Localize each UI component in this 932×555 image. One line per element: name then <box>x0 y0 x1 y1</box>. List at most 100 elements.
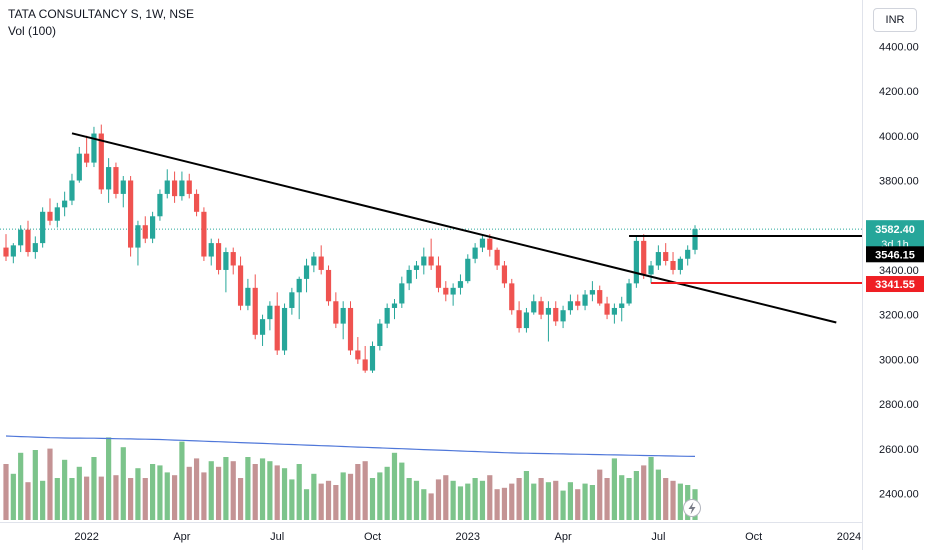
volume-bar <box>413 480 420 520</box>
symbol-title[interactable]: TATA CONSULTANCY S, 1W, NSE <box>8 7 195 21</box>
candle-body <box>325 269 332 302</box>
candle-body <box>157 193 163 217</box>
candle-body <box>472 247 478 259</box>
volume-bar <box>135 468 141 520</box>
resistance-price-label: 3546.15 <box>875 249 915 261</box>
volume-bar <box>428 493 434 520</box>
volume-bar <box>406 478 412 520</box>
volume-bar <box>318 483 324 520</box>
candle-body <box>193 193 200 212</box>
volume-bar <box>69 478 75 520</box>
y-tick-label: 2400.00 <box>879 489 919 501</box>
candle-body <box>560 310 566 322</box>
candle-body <box>545 307 552 315</box>
currency-button[interactable]: INR <box>873 8 917 32</box>
candle-body <box>516 310 522 329</box>
volume-bar <box>523 471 530 520</box>
candle-body <box>648 265 654 275</box>
volume-bar <box>215 466 222 520</box>
volume-bar <box>465 483 471 520</box>
candle-body <box>128 180 134 248</box>
candle-body <box>230 252 236 266</box>
candle-body <box>171 180 178 197</box>
candle-body <box>501 265 508 284</box>
volume-bar <box>340 472 346 520</box>
last-price-label: 3582.40 <box>875 224 915 236</box>
volume-bar <box>626 478 632 520</box>
candle-body <box>604 303 610 315</box>
volume-bar <box>84 476 90 520</box>
candle-body <box>32 243 38 253</box>
candle-body <box>663 252 669 261</box>
volume-bar <box>472 478 478 520</box>
candle-body <box>84 153 90 163</box>
candle-body <box>106 167 112 190</box>
candle-body <box>274 305 280 351</box>
volume-bar <box>369 478 376 520</box>
candle-body <box>597 290 603 304</box>
candle-body <box>333 301 339 324</box>
downtrend-line <box>71 132 837 324</box>
volume-bar <box>223 457 229 520</box>
volume-bar <box>164 472 170 520</box>
candle-body <box>311 256 317 266</box>
candle-body <box>267 305 273 320</box>
candle-body <box>237 265 244 306</box>
candle-body <box>582 294 588 306</box>
volume-bar <box>399 462 405 520</box>
volume-bar <box>677 483 683 520</box>
candle-body <box>281 307 288 351</box>
candle-body <box>406 269 412 284</box>
candle-body <box>377 323 383 346</box>
candle-body <box>289 292 295 308</box>
volume-bar <box>98 476 104 520</box>
candle-body <box>692 229 698 250</box>
candle-body <box>553 307 559 322</box>
y-tick-label: 3000.00 <box>879 354 919 366</box>
volume-bar <box>47 448 53 520</box>
volume-bar <box>553 480 559 520</box>
candle-body <box>62 200 68 208</box>
volume-bars <box>3 437 698 520</box>
candle-body <box>619 303 625 308</box>
candle-body <box>142 225 148 239</box>
x-tick-label: Jul <box>651 531 665 543</box>
candle-body <box>589 290 595 295</box>
volume-bar <box>582 483 588 520</box>
volume-bar <box>274 465 280 520</box>
candle-body <box>340 307 346 324</box>
candle-body <box>450 287 456 295</box>
candle-body <box>25 229 31 253</box>
volume-bar <box>391 452 398 520</box>
volume-bar <box>208 461 214 520</box>
volume-bar <box>494 489 500 520</box>
candle-body <box>113 167 119 194</box>
volume-bar <box>3 464 9 520</box>
candle-body <box>435 265 442 288</box>
candle-body <box>296 278 302 293</box>
y-tick-label: 4400.00 <box>879 41 919 53</box>
volume-bar <box>296 464 302 520</box>
candle-body <box>76 153 82 181</box>
volume-bar <box>479 480 486 520</box>
volume-indicator-label[interactable]: Vol (100) <box>8 24 57 38</box>
volume-bar <box>311 473 317 520</box>
y-tick-label: 3200.00 <box>879 310 919 322</box>
volume-bar <box>648 457 654 520</box>
candle-body <box>40 211 46 244</box>
x-tick-label: 2023 <box>456 531 480 543</box>
volume-bar <box>289 479 295 520</box>
volume-bar <box>25 482 31 520</box>
x-tick-label: Apr <box>555 531 572 543</box>
volume-bar <box>531 483 537 520</box>
candle-body <box>391 303 398 308</box>
volume-bar <box>377 472 383 520</box>
x-tick-label: 2022 <box>74 531 98 543</box>
volume-bar <box>303 489 310 520</box>
volume-bar <box>193 458 200 520</box>
volume-bar <box>347 473 354 520</box>
candle-body <box>3 247 9 257</box>
candle-body <box>245 287 251 306</box>
